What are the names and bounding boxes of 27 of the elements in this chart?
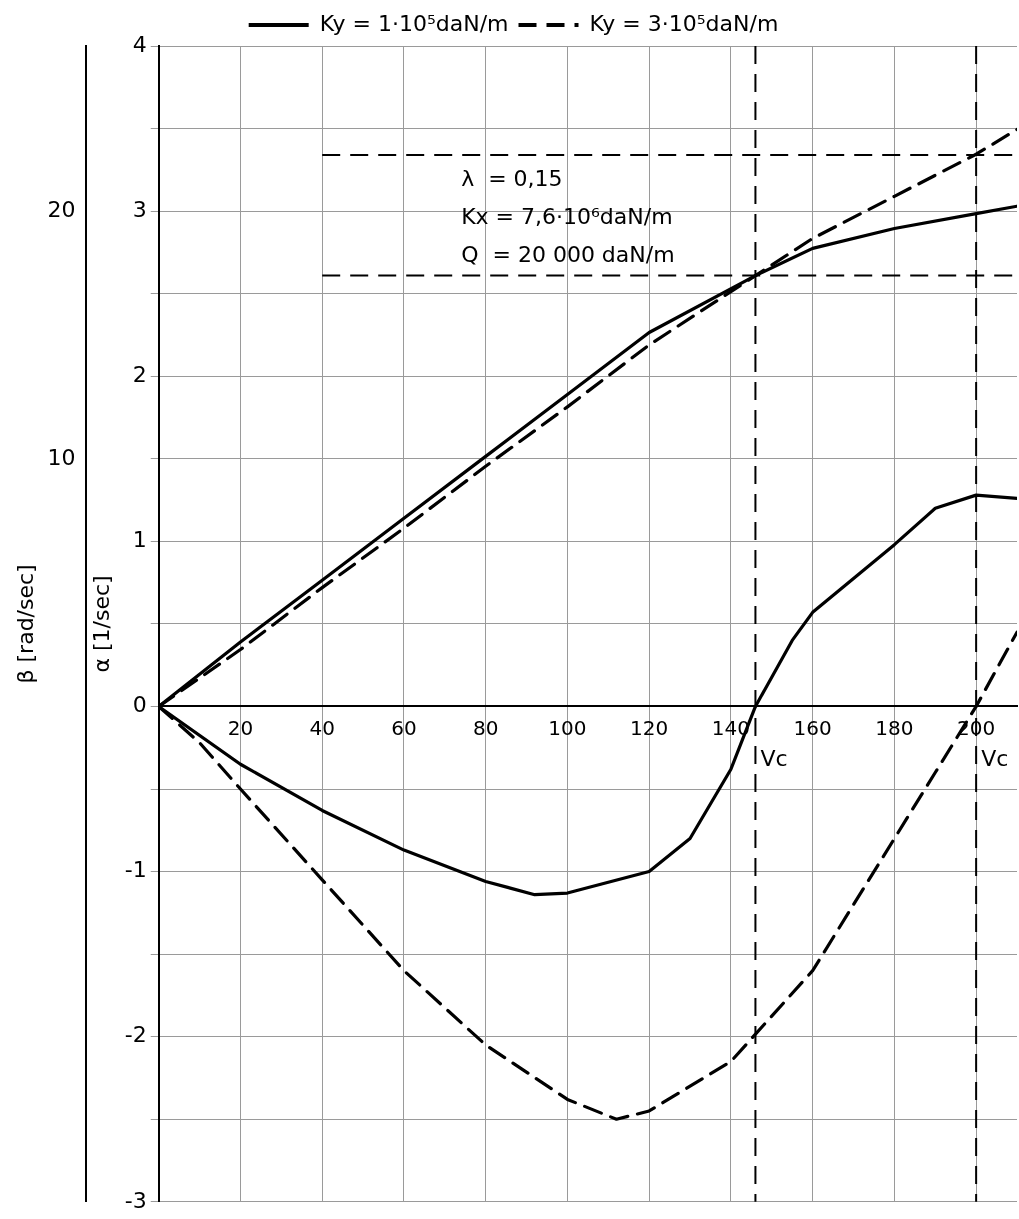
y-tick-label: -2 [124,1022,147,1048]
annotation: λ = 0,15 [461,166,563,192]
y-tick-label: 0 [132,692,147,718]
y-tick-label: 3 [132,196,147,222]
y-tick-label: -1 [124,857,147,883]
x-tick-label: 80 [472,715,499,740]
x-tick-label: 100 [548,715,587,740]
y2-tick-label: 10 [47,444,76,470]
y-tick-label: 1 [132,527,147,553]
legend-label: Ky = 1·10⁵daN/m [319,10,509,36]
x-tick-label: 160 [793,715,832,740]
y-tick-label: 2 [132,361,147,387]
y2-tick-label: 20 [47,196,76,222]
annotation: Kx = 7,6·10⁶daN/m [461,204,673,230]
legend-label: Ky = 3·10⁵daN/m [589,10,779,36]
y-tick-label: -3 [124,1187,147,1213]
y-axis-title: α [1/sec] [89,575,115,673]
x-tick-label: 180 [875,715,914,740]
x-tick-label: 20 [227,715,254,740]
x-tick-label: 120 [630,715,669,740]
x-tick-label: 60 [391,715,417,740]
annotation: Q = 20 000 daN/m [461,242,675,268]
x-tick-label: 40 [309,715,335,740]
y2-axis-title: β [rad/sec] [12,564,38,684]
y-tick-label: 4 [132,31,147,57]
annotation: Vc [981,746,1009,772]
annotation: Vc [760,746,788,772]
